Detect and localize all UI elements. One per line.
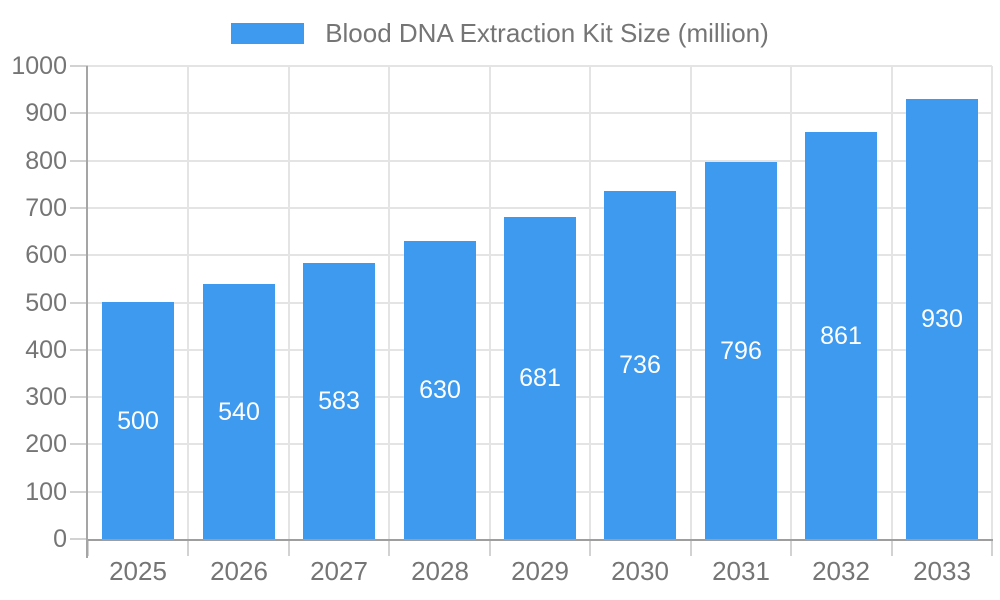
bar[interactable]: 736 bbox=[604, 191, 676, 539]
x-axis-tick bbox=[288, 539, 290, 556]
y-axis-tick bbox=[70, 65, 88, 67]
y-axis-tick-label: 500 bbox=[25, 289, 67, 317]
y-axis-tick bbox=[70, 254, 88, 256]
bar-value-label: 861 bbox=[820, 321, 862, 350]
horizontal-grid-line bbox=[88, 207, 992, 209]
y-axis-tick bbox=[70, 112, 88, 114]
horizontal-grid-line bbox=[88, 65, 992, 67]
bar[interactable]: 930 bbox=[906, 99, 978, 539]
y-axis-tick-label: 1000 bbox=[11, 52, 67, 80]
y-axis-tick bbox=[70, 443, 88, 445]
y-axis-tick bbox=[70, 538, 88, 540]
bar[interactable]: 861 bbox=[805, 132, 877, 539]
legend-color-swatch bbox=[231, 22, 305, 44]
y-axis-tick-label: 0 bbox=[53, 525, 67, 553]
x-axis-tick-label: 2026 bbox=[210, 556, 268, 586]
bar-value-label: 796 bbox=[720, 336, 762, 365]
bar-value-label: 583 bbox=[318, 387, 360, 415]
x-axis-tick-label: 2033 bbox=[913, 556, 971, 586]
x-axis-tick-label: 2030 bbox=[611, 556, 669, 586]
y-axis-tick-label: 400 bbox=[25, 336, 67, 364]
y-axis-tick-label: 900 bbox=[25, 99, 67, 127]
y-axis-line bbox=[86, 66, 88, 558]
horizontal-grid-line bbox=[88, 160, 992, 162]
bar-value-label: 630 bbox=[419, 376, 461, 404]
bar-value-label: 681 bbox=[519, 364, 561, 392]
y-axis-tick bbox=[70, 160, 88, 162]
x-axis-tick bbox=[489, 539, 491, 556]
x-axis-tick bbox=[690, 539, 692, 556]
vertical-grid-line bbox=[891, 66, 893, 539]
y-axis-tick bbox=[70, 302, 88, 304]
x-axis-tick bbox=[589, 539, 591, 556]
x-axis-tick-label: 2028 bbox=[411, 556, 469, 586]
x-axis-tick bbox=[891, 539, 893, 556]
vertical-grid-line bbox=[288, 66, 290, 539]
y-axis-tick-label: 100 bbox=[25, 478, 67, 506]
bar-value-label: 930 bbox=[921, 305, 963, 333]
x-axis-tick-label: 2029 bbox=[511, 556, 569, 586]
x-axis-tick-label: 2032 bbox=[812, 556, 870, 586]
x-axis-tick-label: 2027 bbox=[310, 556, 368, 586]
x-axis-tick bbox=[991, 539, 993, 556]
x-axis-tick-label: 2031 bbox=[712, 556, 770, 586]
vertical-grid-line bbox=[690, 66, 692, 539]
bar[interactable]: 630 bbox=[404, 241, 476, 539]
vertical-grid-line bbox=[388, 66, 390, 539]
vertical-grid-line bbox=[991, 66, 993, 539]
x-axis-tick bbox=[187, 539, 189, 556]
y-axis-tick bbox=[70, 349, 88, 351]
bar-value-label: 500 bbox=[117, 406, 159, 435]
legend-series-label: Blood DNA Extraction Kit Size (million) bbox=[325, 18, 769, 48]
x-axis-tick-label: 2025 bbox=[109, 556, 167, 586]
x-axis-line bbox=[88, 539, 993, 541]
bar[interactable]: 540 bbox=[203, 284, 275, 539]
y-axis-tick-label: 200 bbox=[25, 430, 67, 458]
vertical-grid-line bbox=[489, 66, 491, 539]
y-axis-tick bbox=[70, 396, 88, 398]
x-axis-tick bbox=[388, 539, 390, 556]
bar[interactable]: 796 bbox=[705, 162, 777, 539]
horizontal-grid-line bbox=[88, 112, 992, 114]
y-axis-tick-label: 800 bbox=[25, 147, 67, 175]
chart-legend[interactable]: Blood DNA Extraction Kit Size (million) bbox=[0, 18, 1000, 48]
bar-value-label: 540 bbox=[218, 397, 260, 426]
bar-value-label: 736 bbox=[619, 351, 661, 379]
vertical-grid-line bbox=[187, 66, 189, 539]
y-axis-tick-label: 300 bbox=[25, 383, 67, 411]
vertical-grid-line bbox=[790, 66, 792, 539]
bar[interactable]: 500 bbox=[102, 302, 174, 539]
x-axis-tick bbox=[87, 539, 89, 556]
y-axis-tick-label: 700 bbox=[25, 194, 67, 222]
y-axis-tick bbox=[70, 207, 88, 209]
y-axis-tick bbox=[70, 491, 88, 493]
vertical-grid-line bbox=[589, 66, 591, 539]
bar[interactable]: 583 bbox=[303, 263, 375, 539]
x-axis-tick bbox=[790, 539, 792, 556]
y-axis-tick-label: 600 bbox=[25, 241, 67, 269]
bar[interactable]: 681 bbox=[504, 217, 576, 539]
